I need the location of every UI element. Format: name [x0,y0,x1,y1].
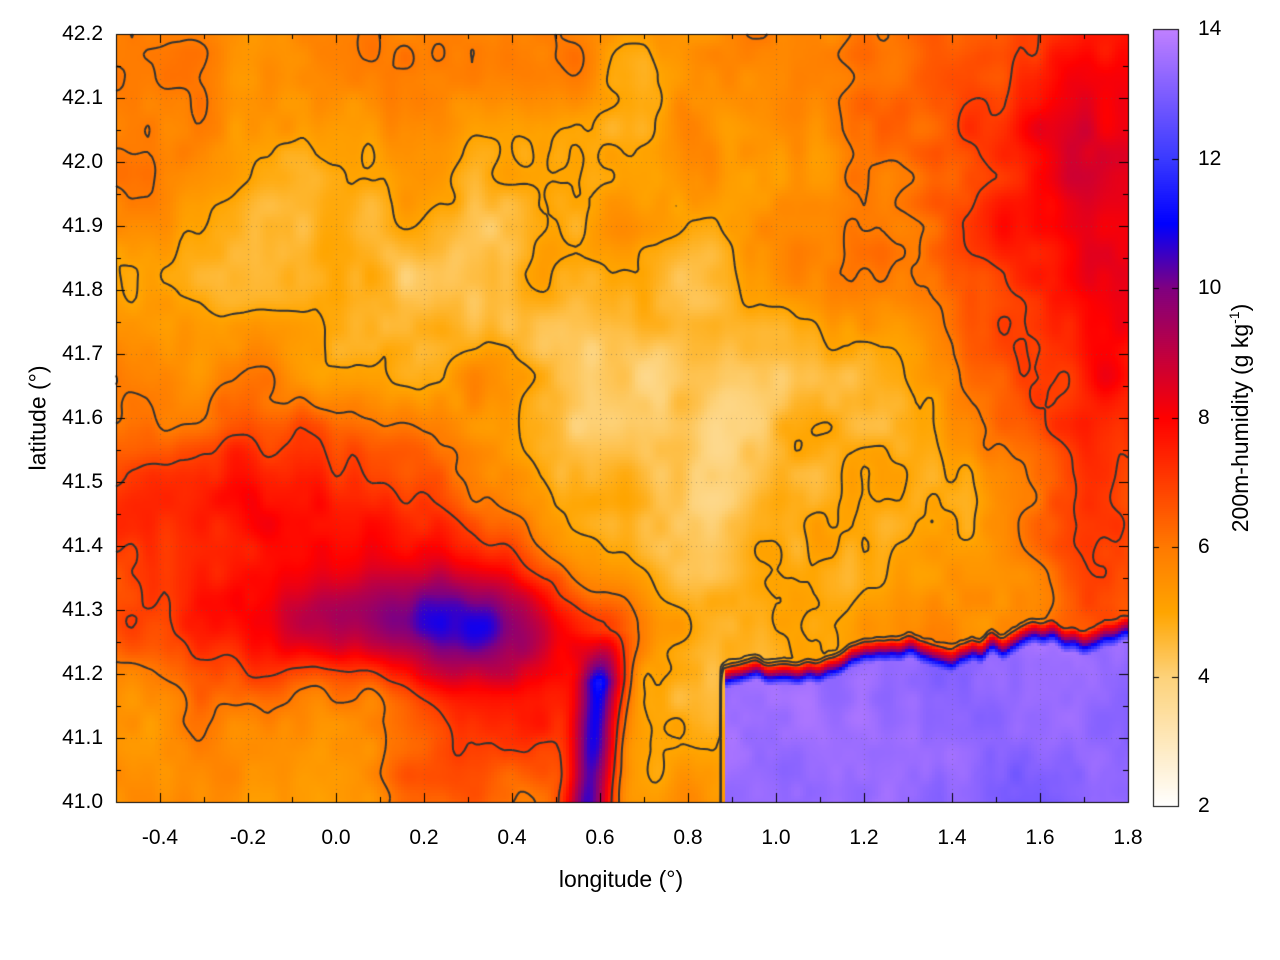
colorbar-label: 200m-humidity (g kg-1) [1226,303,1253,533]
y-tick-label: 41.8 [62,278,103,301]
x-tick-label: 1.2 [849,826,879,849]
x-tick-label: -0.2 [229,826,267,849]
y-tick-label: 41.4 [62,534,103,557]
y-tick-label: 42.0 [62,150,103,173]
x-tick-label: 0.8 [673,826,703,849]
colorbar-tick-label: 8 [1198,405,1210,429]
y-axis-label: latitude (°) [24,365,51,471]
x-tick-label: 1.8 [1113,826,1143,849]
x-tick-label: 1.6 [1025,826,1055,849]
x-tick-label: 0.6 [585,826,615,849]
y-tick-label: 42.1 [62,86,103,109]
y-tick-label: 41.6 [62,406,103,429]
y-tick-label: 41.9 [62,214,103,237]
y-tick-label: 41.2 [62,662,103,685]
y-tick-label: 41.0 [62,790,103,813]
y-tick-label: 41.3 [62,598,103,621]
colorbar-tick-label: 6 [1198,535,1210,558]
x-tick-label: 1.0 [761,826,791,849]
y-tick-label: 41.1 [62,726,103,749]
x-tick-label: -0.4 [141,826,179,849]
colorbar-tick-label: 10 [1198,276,1222,299]
colorbar-tick-label: 14 [1198,17,1222,40]
y-tick-label: 41.7 [62,342,103,365]
x-tick-label: 0.0 [321,826,351,849]
colorbar-tick-label: 2 [1198,794,1210,817]
x-tick-label: 1.4 [937,826,967,849]
y-tick-label: 41.5 [62,470,103,493]
colorbar-tick-label: 4 [1198,664,1210,688]
x-tick-label: 0.4 [497,826,527,849]
y-tick-label: 42.2 [62,22,103,45]
x-tick-label: 0.2 [409,826,439,849]
colorbar-tick-label: 12 [1198,146,1222,170]
x-axis-label: longitude (°) [558,866,684,892]
